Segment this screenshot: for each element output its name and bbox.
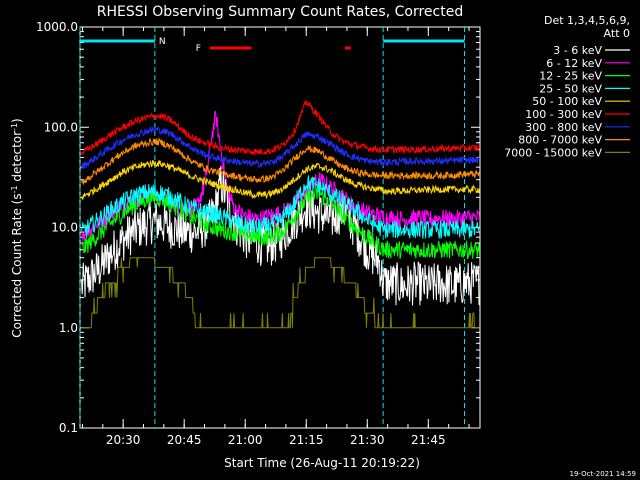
y-axis-label-part-3: ) — [10, 118, 24, 123]
series-line-9 — [81, 257, 480, 329]
series-line-3 — [81, 186, 481, 260]
legend-label-7: 300 - 800 keV — [525, 121, 602, 134]
y-axis-label-sup-1: -1 — [10, 185, 19, 193]
flag-bar-N — [383, 39, 465, 43]
y-tick-label: 1000.0 — [36, 20, 78, 34]
x-axis-label: Start Time (26-Aug-11 20:19:22) — [224, 456, 420, 470]
y-tick-label: 1.0 — [59, 321, 78, 335]
y-tick-label: 100.0 — [44, 120, 78, 134]
y-axis-label-part-1: Corrected Count Rate (s — [10, 193, 24, 337]
legend-label-8: 800 - 7000 keV — [518, 134, 602, 147]
y-tick-label: 10.0 — [51, 221, 78, 235]
y-axis-label: Corrected Count Rate (s-1 detector-1) — [10, 118, 24, 337]
flag-bar-F — [344, 46, 351, 50]
legend-label-1: 3 - 6 keV — [553, 44, 602, 57]
y-tick-label: 0.1 — [59, 421, 78, 435]
flag-bar-N — [80, 39, 155, 43]
x-tick-label: 21:15 — [289, 433, 324, 447]
series-line-5 — [81, 159, 481, 201]
series-line-1 — [81, 165, 480, 306]
legend-label-5: 50 - 100 keV — [532, 95, 602, 108]
series-line-6 — [81, 100, 481, 156]
series-line-7 — [81, 125, 481, 170]
x-tick-label: 21:00 — [228, 433, 263, 447]
legend-title-line-2: Att 0 — [604, 27, 630, 40]
series-line-4 — [81, 175, 481, 239]
y-axis-label-part-2: detector — [10, 131, 24, 186]
legend-label-6: 100 - 300 keV — [525, 108, 602, 121]
chart-title: RHESSI Observing Summary Count Rates, Co… — [97, 4, 463, 20]
legend-label-2: 6 - 12 keV — [546, 57, 602, 70]
flag-bar-F — [209, 46, 252, 50]
footer-timestamp: 19-Oct-2021 14:59 — [570, 470, 636, 478]
legend-label-3: 12 - 25 keV — [539, 70, 602, 83]
legend-title-line-1: Det 1,3,4,5,6,9, — [544, 14, 630, 27]
x-tick-label: 21:45 — [411, 433, 446, 447]
series-line-8 — [81, 137, 480, 185]
x-tick-label: 20:45 — [167, 433, 202, 447]
x-tick-label: 21:30 — [350, 433, 385, 447]
flag-bar-label-F: F — [196, 44, 201, 54]
legend-label-4: 25 - 50 keV — [539, 82, 602, 95]
legend-label-9: 7000 - 15000 keV — [504, 146, 602, 159]
y-axis-label-sup-2: -1 — [10, 123, 19, 131]
flag-bar-label-N: N — [159, 37, 166, 47]
plot-area: 0.1 1.0 10.0 100.0 1000.0 20:30 20:45 21:00 21:1… — [36, 20, 481, 447]
x-tick-label: 20:30 — [106, 433, 141, 447]
